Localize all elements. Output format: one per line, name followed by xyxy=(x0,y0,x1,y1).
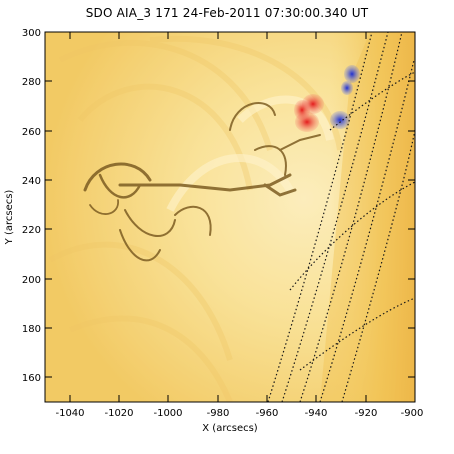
y-tick-labels: 160 180 200 220 240 260 280 300 xyxy=(22,28,41,384)
y-tick-label: 200 xyxy=(22,275,41,286)
axis-ticks xyxy=(45,32,416,402)
x-tick-label: -920 xyxy=(355,408,378,419)
y-tick-label: 180 xyxy=(22,324,41,335)
y-tick-label: 300 xyxy=(22,28,41,39)
x-axis-title: X (arcsecs) xyxy=(202,423,258,434)
x-tick-label: -900 xyxy=(401,408,424,419)
solar-image xyxy=(45,32,415,402)
x-tick-label: -960 xyxy=(256,408,279,419)
x-tick-label: -940 xyxy=(305,408,328,419)
x-tick-label: -1040 xyxy=(55,408,84,419)
x-tick-labels: -1040 -1020 -1000 -980 -960 -940 -920 -9… xyxy=(55,408,423,419)
x-tick-label: -1000 xyxy=(153,408,182,419)
x-tick-label: -980 xyxy=(207,408,230,419)
y-tick-label: 240 xyxy=(22,176,41,187)
plot-frame xyxy=(44,31,416,403)
figure-title: SDO AIA_3 171 24-Feb-2011 07:30:00.340 U… xyxy=(85,6,369,20)
x-tick-label: -1020 xyxy=(104,408,133,419)
y-tick-label: 280 xyxy=(22,77,41,88)
y-axis-title: Y (arcsecs) xyxy=(4,190,15,246)
y-tick-label: 260 xyxy=(22,127,41,138)
y-tick-label: 160 xyxy=(22,373,41,384)
y-tick-label: 220 xyxy=(22,225,41,236)
